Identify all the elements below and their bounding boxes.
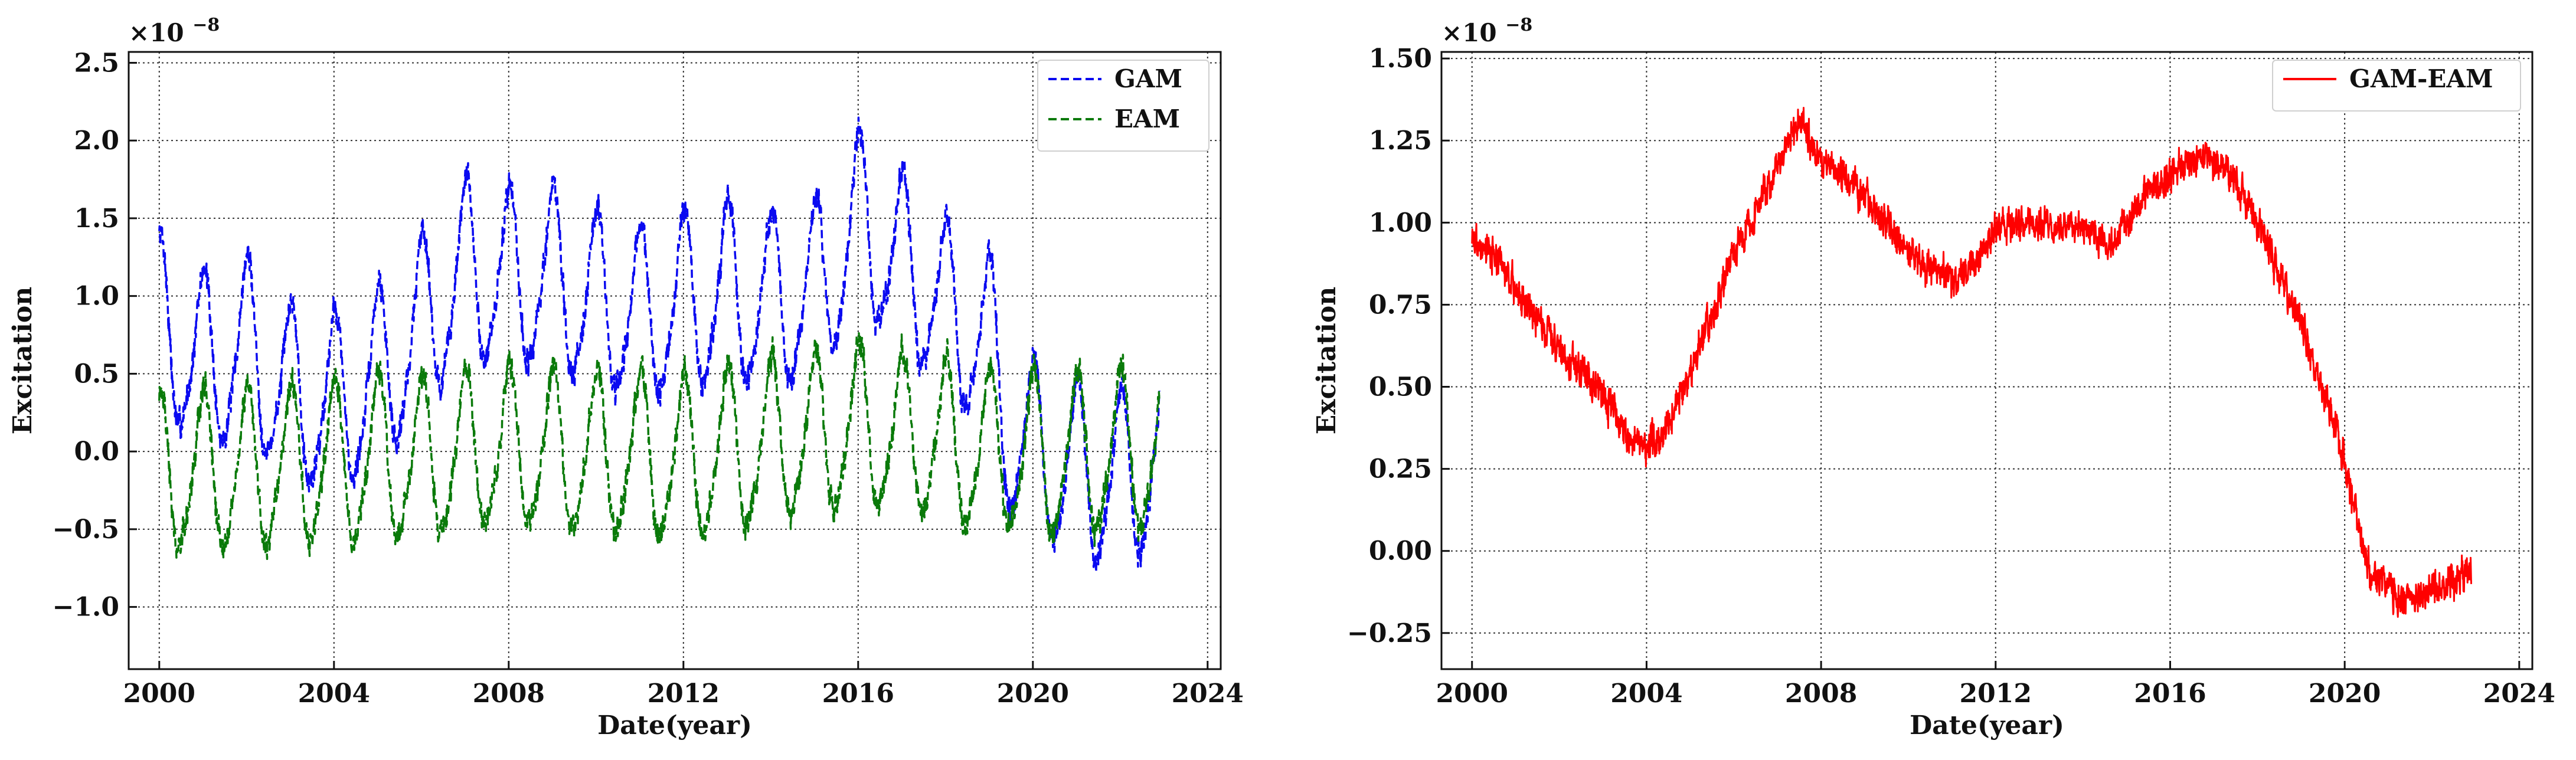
left-x-axis-label: Date(year) [597,710,752,741]
x-tick-label: 2020 [997,679,1069,709]
x-tick-label: 2016 [822,679,894,709]
y-tick-label: −0.5 [53,515,119,545]
y-tick-label: 2.0 [74,126,119,156]
right-plot-frame [1440,51,2533,670]
right-series-group [1471,107,2472,618]
y-tick-label: 0.0 [74,437,119,467]
right-multiplier: ×10 −8 [1441,15,1532,47]
series-gam-line [158,116,1161,574]
x-tick-label: 2008 [1785,679,1857,709]
right-grid [1441,52,2532,669]
y-tick-label: 0.5 [74,359,119,389]
y-tick-label: 0.00 [1369,536,1432,566]
y-tick-label: −1.0 [53,592,119,623]
y-tick-label: 1.50 [1369,44,1432,74]
x-tick-label: 2012 [648,679,720,709]
x-tick-label: 2004 [298,679,370,709]
y-tick-label: 1.00 [1369,208,1432,238]
x-tick-label: 2000 [123,679,195,709]
x-tick-label: 2004 [1610,679,1682,709]
legend-gam-eam-label: GAM-EAM [2349,64,2493,93]
left-multiplier: ×10 −8 [129,15,220,47]
left-panel: 2000 2004 2008 2012 2016 2020 2024 −1.0 −0.5 0.0 0… [8,15,1244,741]
y-tick-label: 0.75 [1369,290,1432,320]
right-x-axis-label: Date(year) [1910,710,2064,741]
y-tick-label: 2.5 [74,48,119,78]
left-multiplier-exponent: −8 [192,15,220,35]
right-ticks: 2000 2004 2008 2012 2016 2020 2024 −0.25 0.00 0.2… [1347,44,2555,709]
left-ticks: 2000 2004 2008 2012 2016 2020 2024 −1.0 −0.5 0.0 0… [53,48,1244,709]
y-tick-label: 0.25 [1369,454,1432,484]
y-tick-label: 1.5 [74,204,119,234]
left-legend-box [1037,60,1209,152]
right-multiplier-base: ×10 [1441,18,1497,47]
x-tick-label: 2024 [1172,679,1244,709]
left-y-axis-label: Excitation [8,287,38,435]
x-tick-label: 2024 [2483,679,2555,709]
y-tick-label: 1.25 [1369,126,1432,156]
left-series-group [158,116,1161,574]
x-tick-label: 2016 [2134,679,2206,709]
x-tick-label: 2012 [1960,679,2032,709]
x-tick-label: 2008 [473,679,545,709]
y-tick-label: 1.0 [74,281,119,312]
legend-gam-label: GAM [1114,64,1182,93]
x-tick-label: 2000 [1436,679,1508,709]
y-tick-label: 0.50 [1369,372,1432,402]
series-eam-line [158,332,1160,561]
left-plot-frame [128,51,1222,670]
right-legend-box [2272,60,2521,112]
series-gam-eam-line [1471,107,2472,618]
left-multiplier-base: ×10 [129,18,184,47]
right-multiplier-exponent: −8 [1505,15,1532,35]
right-y-axis-label: Excitation [1312,287,1342,435]
x-tick-label: 2020 [2309,679,2381,709]
left-legend: GAM EAM [1037,60,1209,152]
right-legend: GAM-EAM [2272,60,2521,112]
y-tick-label: −0.25 [1347,618,1432,648]
right-panel: 2000 2004 2008 2012 2016 2020 2024 −0.25 0.00 0.2… [1312,15,2555,741]
legend-eam-label: EAM [1114,104,1180,133]
